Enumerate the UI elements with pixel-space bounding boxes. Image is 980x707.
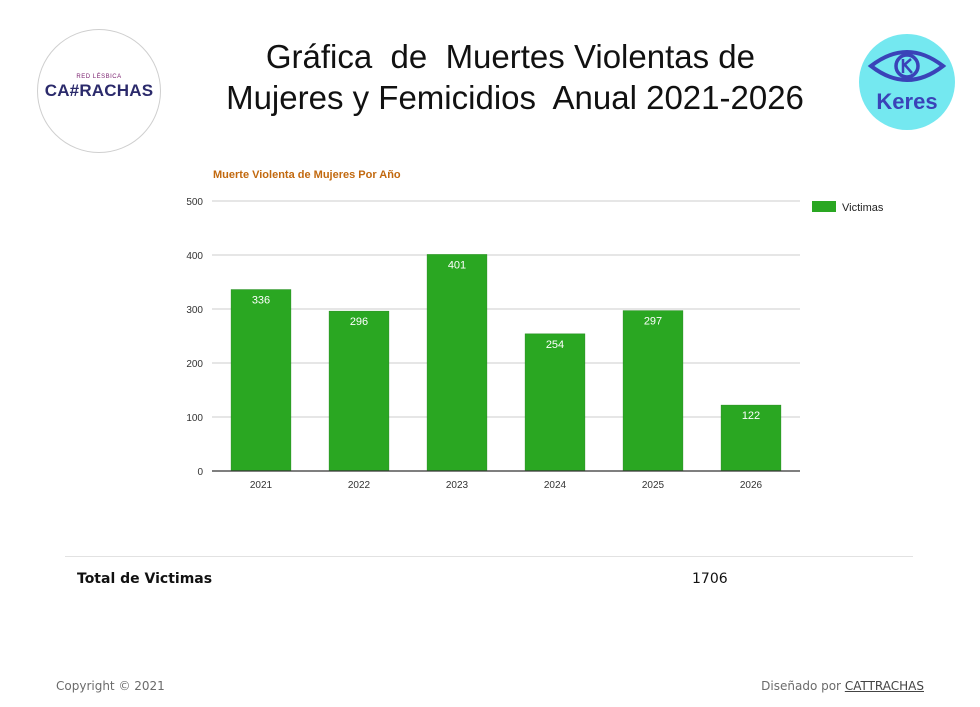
x-tick-label: 2022: [348, 480, 371, 491]
cattrachas-logo: RED LÉSBICA CA#RACHAS: [37, 29, 161, 153]
data-label: 296: [350, 316, 368, 328]
designed-by: Diseñado por CATTRACHAS: [761, 679, 924, 693]
bar: [524, 333, 586, 472]
y-tick-label: 200: [186, 359, 203, 370]
keres-logo: Keres: [859, 34, 955, 130]
data-label: 297: [644, 316, 662, 328]
copyright-text: Copyright © 2021: [56, 679, 165, 693]
x-tick-label: 2023: [446, 480, 469, 491]
eye-icon: [867, 50, 947, 82]
bar: [328, 310, 390, 472]
x-tick-label: 2025: [642, 480, 665, 491]
logo-left-small-text: RED LÉSBICA: [76, 74, 122, 80]
data-label: 254: [546, 339, 564, 351]
y-tick-label: 500: [186, 197, 203, 208]
x-tick-label: 2026: [740, 480, 763, 491]
bar: [720, 404, 782, 472]
x-tick-label: 2021: [250, 480, 273, 491]
cattrachas-link[interactable]: CATTRACHAS: [844, 679, 924, 693]
bar: [230, 289, 292, 472]
total-label: Total de Victimas: [77, 571, 213, 587]
divider: [65, 556, 913, 557]
legend-swatch: [812, 201, 836, 212]
total-value: 1706: [692, 571, 728, 587]
y-tick-label: 100: [186, 413, 203, 424]
designed-prefix: Diseñado por: [761, 679, 845, 693]
data-label: 336: [252, 295, 270, 307]
bar: [622, 310, 684, 472]
logo-right-text: Keres: [876, 89, 938, 114]
y-tick-label: 300: [186, 305, 203, 316]
data-label: 122: [742, 410, 760, 422]
x-tick-label: 2024: [544, 480, 567, 491]
bar: [426, 254, 488, 472]
page-title: Gráfica de Muertes Violentas de Mujeres …: [226, 38, 804, 116]
chart-title: Muerte Violenta de Mujeres Por Año: [213, 169, 401, 181]
y-tick-label: 400: [186, 251, 203, 262]
logo-left-main-text: CA#RACHAS: [44, 81, 154, 100]
data-label: 401: [448, 259, 466, 271]
bar-chart: Muerte Violenta de Mujeres Por Año 0 100 20…: [186, 169, 884, 491]
legend-label: Victimas: [842, 202, 884, 214]
y-tick-label: 0: [197, 467, 203, 478]
